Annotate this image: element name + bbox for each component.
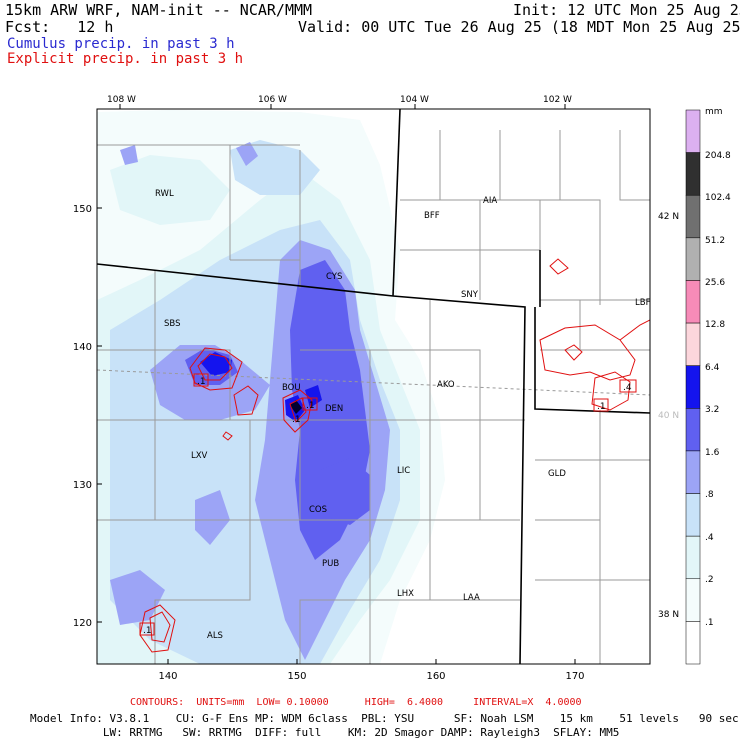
y-ticks — [97, 207, 102, 623]
contour-marker-label: .1 — [143, 626, 152, 636]
contour-marker-label: .4 — [623, 383, 632, 393]
y-tick-labels: 150 140 130 120 — [73, 204, 92, 629]
colorbar — [685, 109, 701, 665]
explicit-legend: Explicit precip. in past 3 h — [7, 51, 244, 67]
contour-marker-label: .1 — [306, 401, 315, 411]
x-tick-label: 150 — [287, 671, 306, 682]
x-ticks — [167, 659, 576, 664]
x-tick-labels: 140 150 160 170 — [158, 671, 584, 682]
contour-marker-label: .1 — [197, 377, 206, 387]
station-labels: RWL BFF AIA CYS SNY LBF SBS BOU DEN AKO … — [155, 189, 651, 641]
station-label: SBS — [164, 319, 180, 329]
colorbar-label: 3.2 — [705, 405, 719, 415]
colorbar-swatch — [685, 109, 701, 153]
model-info-line2: LW: RRTMG SW: RRTMG DIFF: full KM: 2D Sm… — [30, 726, 620, 739]
colorbar-label: 102.4 — [705, 193, 731, 203]
colorbar-swatch — [685, 408, 701, 452]
colorbar-label: .1 — [705, 618, 714, 628]
colorbar-swatch — [685, 578, 701, 622]
lon-label: 104 W — [400, 95, 429, 105]
cumulus-legend: Cumulus precip. in past 3 h — [7, 36, 235, 52]
lat-label: 38 N — [658, 610, 679, 620]
colorbar-swatch — [685, 152, 701, 196]
y-tick-label: 150 — [73, 204, 92, 215]
colorbar-label: .8 — [705, 490, 714, 500]
station-label: ALS — [207, 631, 223, 641]
colorbar-label: .4 — [705, 533, 714, 543]
colorbar-swatch — [685, 194, 701, 239]
station-label: LXV — [191, 451, 208, 461]
colorbar-swatch — [685, 535, 701, 580]
station-label: SNY — [461, 290, 479, 300]
station-label: COS — [309, 505, 327, 515]
x-tick-label: 140 — [158, 671, 177, 682]
lon-label: 108 W — [107, 95, 136, 105]
lon-label: 106 W — [258, 95, 287, 105]
colorbar-label: 51.2 — [705, 236, 725, 246]
station-label: PUB — [322, 559, 339, 569]
map-frame — [96, 108, 651, 665]
colorbar-unit: mm — [705, 107, 723, 117]
colorbar-label: 12.8 — [705, 320, 725, 330]
model-info-line1: Model Info: V3.8.1 CU: G-F Ens MP: WDM 6… — [30, 712, 739, 725]
colorbar-swatch — [685, 493, 701, 537]
colorbar-swatch — [685, 280, 701, 324]
station-label: BOU — [282, 383, 301, 393]
y-tick-label: 120 — [73, 618, 92, 629]
contour-info: CONTOURS: UNITS=mm LOW= 0.10000 HIGH= 6.… — [130, 697, 582, 708]
colorbar-label: 1.6 — [705, 448, 720, 458]
lat-labels: 42 N 40 N 38 N — [658, 212, 679, 620]
station-label: LIC — [397, 466, 410, 476]
station-label: DEN — [325, 404, 343, 414]
lat-label: 42 N — [658, 212, 679, 222]
contour-marker-label: .1 — [597, 402, 606, 412]
valid-time: Valid: 00 UTC Tue 26 Aug 25 (18 MDT Mon … — [298, 18, 740, 36]
colorbar-swatch — [685, 365, 701, 409]
station-label: GLD — [548, 469, 566, 479]
x-tick-label: 160 — [426, 671, 445, 682]
init-time: Init: 12 UTC Mon 25 Aug 25 — [513, 1, 740, 19]
colorbar-label: 25.6 — [705, 278, 725, 288]
model-title: 15km ARW WRF, NAM-init -- NCAR/MMM — [5, 1, 313, 19]
model-info: Model Info: V3.8.1 CU: G-F Ens MP: WDM 6… — [30, 712, 739, 740]
colorbar-swatch — [685, 450, 701, 494]
colorbar-swatch — [685, 237, 701, 281]
colorbar-labels: 204.8 102.4 51.2 25.6 12.8 6.4 3.2 1.6 .… — [705, 151, 731, 628]
station-label: BFF — [424, 211, 440, 221]
y-tick-label: 140 — [73, 342, 92, 353]
colorbar-swatch — [685, 322, 701, 366]
station-label: CYS — [326, 272, 342, 282]
colorbar-swatch — [685, 621, 701, 665]
lon-label: 102 W — [543, 95, 572, 105]
colorbar-label: 204.8 — [705, 151, 731, 161]
station-label: LAA — [463, 593, 480, 603]
station-label: LHX — [397, 589, 414, 599]
county-lines — [97, 130, 650, 664]
station-label: AIA — [483, 196, 497, 206]
forecast-hour: Fcst: 12 h — [5, 18, 114, 36]
colorbar-label: .2 — [705, 575, 714, 585]
y-tick-label: 130 — [73, 480, 92, 491]
station-label: AKO — [437, 380, 455, 390]
x-tick-label: 170 — [565, 671, 584, 682]
contour-markers — [139, 373, 637, 636]
lon-labels: 108 W 106 W 104 W 102 W — [107, 95, 572, 105]
contour-marker-label: .1 — [292, 415, 301, 425]
state-boundaries — [97, 109, 650, 664]
station-label: LBF — [635, 298, 651, 308]
lon-ticks — [119, 104, 566, 109]
colorbar-label: 6.4 — [705, 363, 720, 373]
lat-label: 40 N — [658, 411, 679, 421]
contour-marker-labels: .1 .1 .1 .1 .4 .1 — [143, 377, 632, 636]
station-label: RWL — [155, 189, 174, 199]
